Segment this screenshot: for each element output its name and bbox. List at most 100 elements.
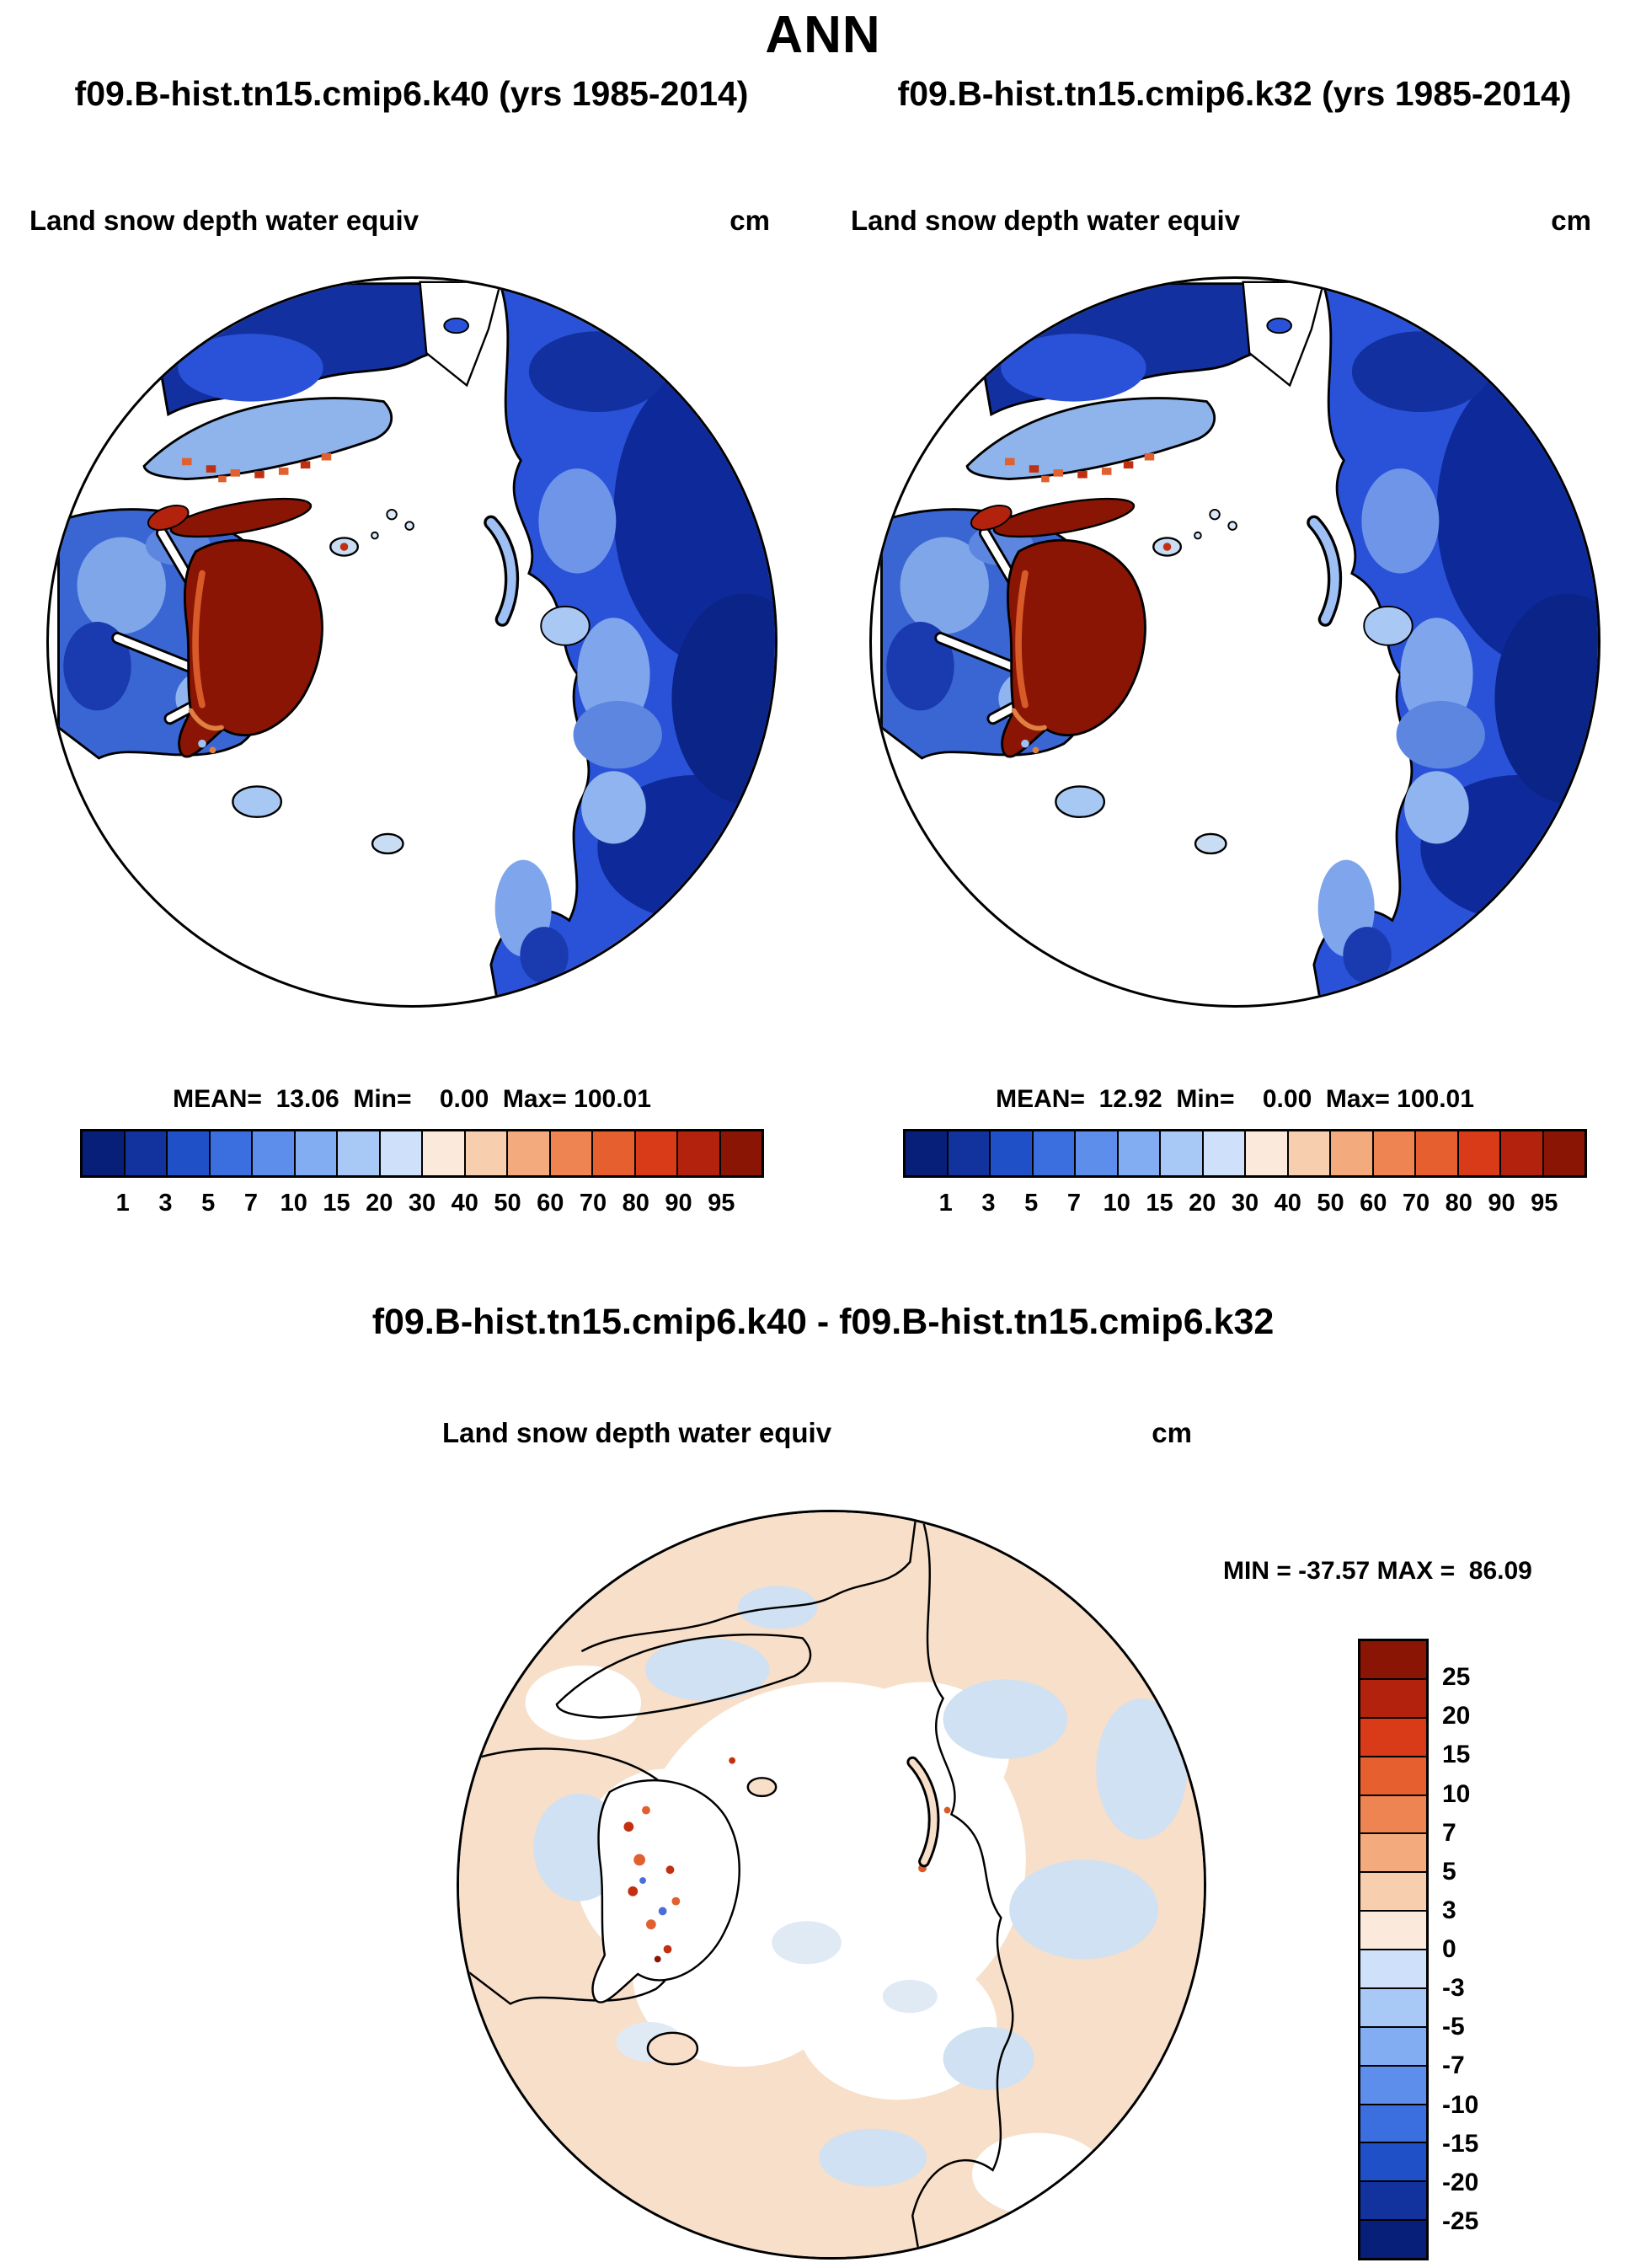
colorbar-tick-label: 5: [1024, 1190, 1039, 1217]
taymyr-peninsula: [540, 605, 591, 646]
case-title-left: f09.B-hist.tn15.cmip6.k40 (yrs 1985-2014…: [74, 74, 749, 113]
case-title-right: f09.B-hist.tn15.cmip6.k32 (yrs 1985-2014…: [897, 74, 1572, 113]
colorbar-segment: [1360, 1718, 1426, 1757]
iceland-island: [1055, 785, 1106, 819]
greenland-edge-diff-speckles: [623, 1805, 681, 1963]
colorbar-segment: [1331, 1131, 1374, 1175]
colorbar-segment: [1458, 1131, 1501, 1175]
diff-heading: f09.B-hist.tn15.cmip6.k40 - f09.B-hist.t…: [371, 1302, 1275, 1342]
colorbar-segment: [1416, 1131, 1459, 1175]
diff-minmax-line: MIN = -37.57 MAX = 86.09: [1223, 1557, 1532, 1585]
wrangel-island: [443, 317, 470, 334]
diff-colorbar-ticks: 25 20 15 10 7 5 3 0 -3 -5 -7 -10 -15 -20 -25: [1442, 1639, 1518, 2260]
colorbar-tick-label: 3: [158, 1190, 173, 1217]
colorbar-segment: [991, 1131, 1034, 1175]
colorbar-tick-label: 30: [408, 1190, 436, 1217]
colorbar-segment: [1360, 1950, 1426, 1989]
north-greenland-coast: [992, 497, 1136, 538]
colorbar-segment: [1360, 1679, 1426, 1719]
left-map: [46, 276, 778, 1008]
colorbar-tick-label: 40: [1274, 1190, 1301, 1217]
colorbar-tick-label: 90: [665, 1190, 692, 1217]
colorbar-segment: [1360, 1795, 1426, 1835]
colorbar-tick-label: 5: [1442, 1857, 1456, 1886]
colorbar-tick-label: 40: [451, 1190, 478, 1217]
colorbar-segment: [720, 1131, 762, 1175]
colorbar-segment: [1246, 1131, 1289, 1175]
greenland-outline: [591, 1779, 740, 2003]
colorbar-tick-label: -10: [1442, 2090, 1479, 2119]
left-panel-header: Land snow depth water equiv cm: [29, 205, 775, 237]
colorbar-segment: [508, 1131, 551, 1175]
colorbar-tick-label: 50: [1317, 1190, 1344, 1217]
taymyr-peninsula: [1363, 605, 1414, 646]
iceland-island: [232, 785, 283, 819]
colorbar-segment: [253, 1131, 296, 1175]
north-greenland-coast: [169, 497, 313, 538]
right-panel-units: cm: [1551, 205, 1591, 236]
colorbar-tick-label: -20: [1442, 2168, 1479, 2196]
ellesmere-island: [147, 505, 190, 531]
colorbar-tick-label: 30: [1231, 1190, 1259, 1217]
left-panel-title: Land snow depth water equiv: [29, 205, 420, 236]
right-stats-line: MEAN= 12.92 Min= 0.00 Max= 100.01: [996, 1085, 1474, 1113]
left-stats-line: MEAN= 13.06 Min= 0.00 Max= 100.01: [173, 1085, 651, 1113]
colorbar-tick-label: 20: [1442, 1702, 1471, 1730]
polar-map-graphic: [880, 281, 1598, 1003]
diff-panel-title: Land snow depth water equiv: [442, 1417, 832, 1448]
colorbar-tick-label: 80: [622, 1190, 649, 1217]
tundra-speckles: [182, 452, 332, 483]
colorbar-segment: [1501, 1131, 1544, 1175]
colorbar-segment: [380, 1131, 423, 1175]
negative-diff-patches: [533, 1586, 1188, 2187]
diff-panel-units: cm: [1152, 1417, 1192, 1448]
colorbar-segment: [1360, 1988, 1426, 2028]
colorbar-segment: [338, 1131, 381, 1175]
colorbar-segment: [1360, 1834, 1426, 1874]
colorbar-tick-label: 10: [1103, 1190, 1130, 1217]
colorbar-segment: [1203, 1131, 1246, 1175]
colorbar-segment: [550, 1131, 593, 1175]
right-colorbar: [903, 1129, 1587, 1178]
colorbar-tick-label: 3: [1442, 1896, 1456, 1924]
colorbar-tick-label: 1: [938, 1190, 953, 1217]
colorbar-tick-label: 90: [1488, 1190, 1515, 1217]
bering-strait: [1242, 281, 1325, 388]
colorbar-tick-label: 15: [323, 1190, 350, 1217]
colorbar-tick-label: 70: [579, 1190, 607, 1217]
colorbar-segment: [295, 1131, 338, 1175]
colorbar-segment: [1360, 2182, 1426, 2222]
colorbar-tick-label: 60: [1360, 1190, 1387, 1217]
polar-diff-map-graphic: [459, 1512, 1204, 2257]
colorbar-tick-label: -25: [1442, 2206, 1479, 2235]
colorbar-segment: [1118, 1131, 1161, 1175]
colorbar-tick-label: 3: [981, 1190, 996, 1217]
colorbar-segment: [1360, 2027, 1426, 2067]
colorbar-tick-label: 20: [366, 1190, 393, 1217]
colorbar-tick-label: 95: [708, 1190, 735, 1217]
colorbar-tick-label: 95: [1531, 1190, 1558, 1217]
right-panel-header: Land snow depth water equiv cm: [851, 205, 1596, 237]
colorbar-tick-label: -7: [1442, 2051, 1465, 2080]
colorbar-tick-label: 7: [1442, 1818, 1456, 1847]
colorbar-tick-label: 10: [1442, 1779, 1471, 1808]
colorbar-segment: [1360, 2143, 1426, 2183]
left-map-disc: [46, 276, 778, 1008]
colorbar-segment: [1360, 2105, 1426, 2144]
colorbar-tick-label: 80: [1445, 1190, 1472, 1217]
right-panel-title: Land snow depth water equiv: [851, 205, 1241, 236]
colorbar-tick-label: -15: [1442, 2129, 1479, 2158]
colorbar-tick-label: 10: [280, 1190, 307, 1217]
colorbar-tick-label: 5: [201, 1190, 216, 1217]
right-map-disc: [869, 276, 1601, 1008]
colorbar-segment: [635, 1131, 678, 1175]
colorbar-segment: [1360, 2221, 1426, 2258]
wrangel-island: [1266, 317, 1293, 334]
colorbar-segment: [1360, 2066, 1426, 2105]
colorbar-tick-label: 60: [537, 1190, 564, 1217]
tundra-speckles: [1005, 452, 1155, 483]
colorbar-tick-label: 70: [1402, 1190, 1430, 1217]
right-map: [869, 276, 1601, 1008]
small-island: [1194, 832, 1227, 855]
